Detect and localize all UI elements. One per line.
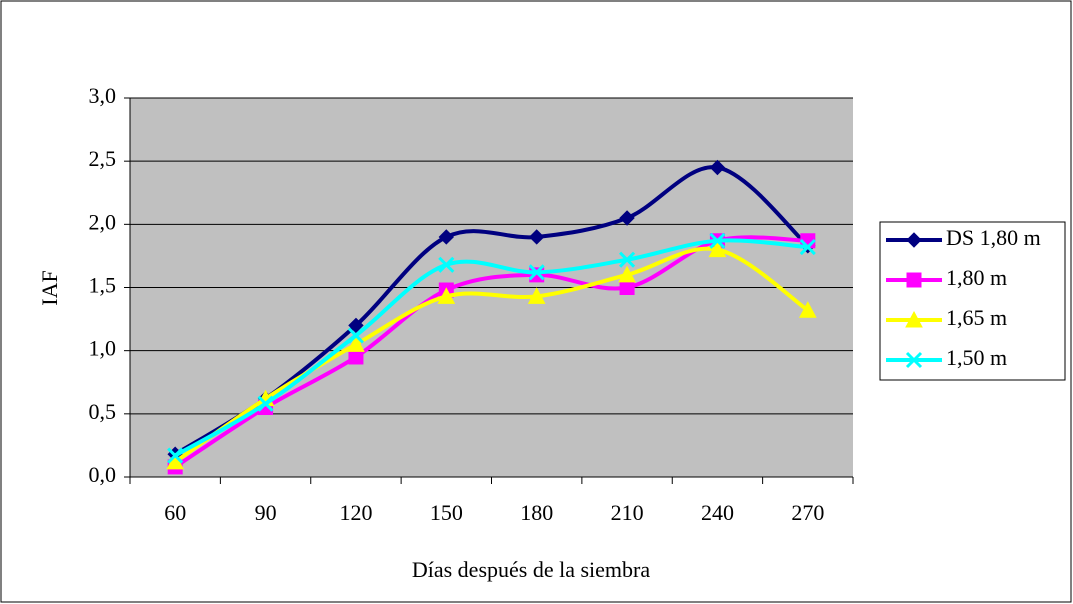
legend-marker [906,272,922,288]
data-point [709,232,726,249]
data-point [708,240,727,258]
legend-label: 1,50 m [946,345,1007,370]
legend-marker [906,232,922,248]
x-tick-label: 120 [339,500,372,525]
x-tick-label: 240 [701,500,734,525]
legend-label: 1,80 m [946,265,1007,290]
data-point [798,301,817,318]
y-tick-label: 2,0 [89,209,117,234]
x-tick-label: 60 [164,500,186,525]
x-tick-label: 210 [611,500,644,525]
y-tick-label: 3,0 [89,83,117,108]
y-tick-label: 0,5 [89,399,117,424]
data-point [529,267,545,283]
legend-box [879,221,1066,381]
y-tick-label: 2,5 [89,146,117,171]
y-tick-label: 1,5 [89,273,117,298]
data-point [619,210,635,226]
x-axis-label: Días después de la siembra [412,557,650,582]
data-point [527,287,546,304]
x-tick-label: 270 [791,500,824,525]
y-tick-label: 0,0 [89,462,117,487]
data-point [799,239,816,256]
data-point [167,447,184,464]
x-tick-label: 150 [430,500,463,525]
series-line [174,246,809,464]
x-tick-label: 90 [255,500,277,525]
data-point [618,265,636,283]
y-tick-label: 1,0 [89,336,117,361]
data-point [257,395,274,412]
data-point [438,256,455,273]
legend-marker [905,310,923,328]
legend-marker [905,351,923,369]
data-point [348,317,364,334]
data-point [528,229,545,245]
data-point [347,327,364,344]
data-point [348,349,364,365]
x-tick-label: 180 [520,500,553,525]
data-point [709,159,726,176]
data-point [528,264,545,281]
data-point [437,287,456,304]
legend-label: DS 1,80 m [946,225,1041,250]
data-point [347,335,365,352]
data-point [619,280,635,295]
data-point [619,251,636,268]
y-axis-label: IAF [37,270,62,305]
legend-label: 1,65 m [946,305,1007,330]
data-point [438,229,455,245]
